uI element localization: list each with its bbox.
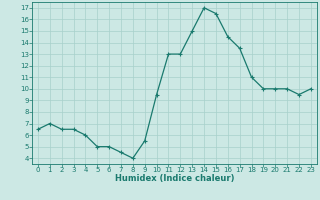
X-axis label: Humidex (Indice chaleur): Humidex (Indice chaleur) — [115, 174, 234, 183]
